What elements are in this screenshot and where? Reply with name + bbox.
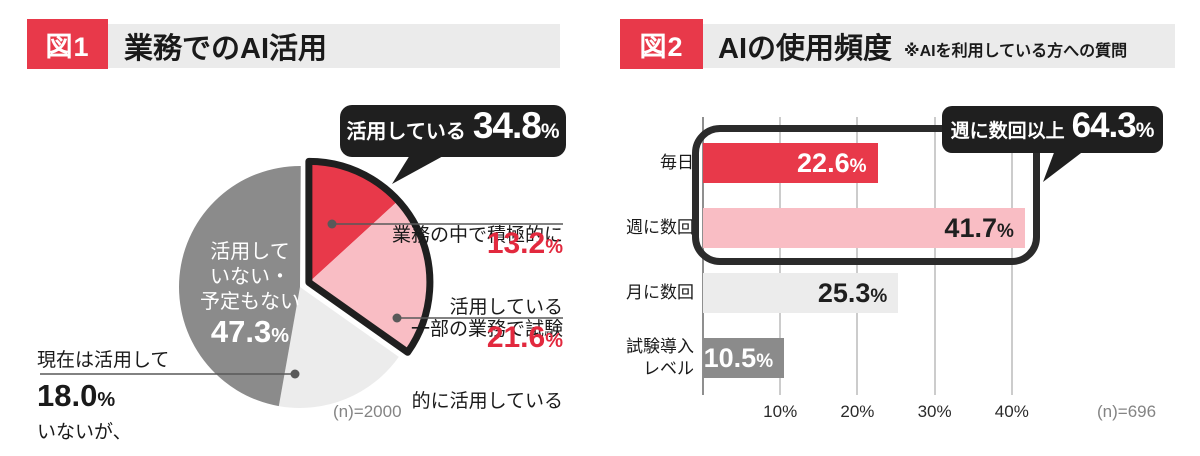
bar-value-毎日: 22.6% [797, 147, 867, 178]
figure1-pie-panel: 図1 業務でのAI活用 活用している 34.8 % [27, 19, 566, 456]
value-trial-use: 21.6% [486, 321, 563, 354]
tick-label-40%: 40% [994, 402, 1029, 421]
label-not-using: 活用して いない・ 予定もない [175, 240, 325, 315]
leader-lines [40, 223, 563, 375]
exploded-wedge-outline [305, 157, 434, 356]
figure2-title: AIの使用頻度 [718, 33, 893, 65]
leader-dot-trial [392, 313, 402, 323]
value-active-use: 13.2% [486, 227, 563, 260]
category-label-試験導入レベル: 試験導入 レベル [626, 337, 694, 378]
figure1-callout-bubble: 活用している 34.8 % [340, 105, 566, 157]
bubble-label: 週に数回以上 [950, 121, 1065, 142]
bar-value-月に数回: 25.3% [817, 277, 888, 308]
bar-週に数回: 41.7% [703, 208, 1025, 248]
bar-試験導入レベル: 10.5% [703, 338, 785, 378]
label-not-using-line2: いない・ [210, 266, 290, 288]
bar-月に数回: 25.3% [703, 273, 899, 313]
figure2-note: ※AIを利用している方への質問 [904, 43, 1128, 60]
label-trial-use: 一部の業務で試験 的に活用している [411, 270, 563, 456]
value-not-using: 47.3% [210, 314, 290, 349]
tick-label-10%: 10% [763, 402, 798, 421]
leader-dot-considering [290, 369, 300, 379]
category-label-週に数回: 週に数回 [626, 218, 694, 237]
pie-slice-0 [308, 161, 399, 283]
value-considering: 18.0% [37, 378, 116, 413]
figure2-bar-panel: 図2 AIの使用頻度 ※AIを利用している方への質問 22.6% 41.7% 25.… [600, 0, 1200, 456]
gridline-30% [933, 117, 936, 395]
bubble-tail-fig2 [1043, 150, 1085, 182]
bubble-unit: % [1135, 119, 1155, 142]
label-active-line2: 活用している [449, 297, 563, 318]
bar-毎日: 22.6% [703, 143, 878, 183]
gridline-20% [856, 117, 859, 395]
gridline-10% [779, 117, 782, 395]
bubble-tail-fig1 [392, 155, 445, 184]
leader-dots [290, 219, 402, 379]
bar-value-試験導入レベル: 10.5% [703, 342, 774, 373]
figure1-header-bar [27, 24, 560, 68]
figure1-badge: 図1 [27, 19, 108, 69]
figure2-header-bar [620, 24, 1175, 68]
label-considering-line2: いないが、 [37, 422, 132, 443]
label-trial-line2: 的に活用している [411, 391, 563, 412]
figure2-callout-bubble: 週に数回以上 64.3 % [942, 106, 1163, 153]
label-not-using-line3: 予定もない [200, 291, 300, 313]
figure2-badge: 図2 [620, 19, 703, 69]
tick-label-30%: 30% [917, 402, 952, 421]
category-label-月に数回: 月に数回 [626, 283, 694, 302]
weekly-plus-outline-box [692, 125, 1040, 265]
figure1-sample-size: (n)=2000 [333, 402, 402, 421]
category-label-毎日: 毎日 [660, 153, 694, 172]
bubble-value: 64.3 [1071, 106, 1137, 145]
figure1-title: 業務でのAI活用 [124, 33, 328, 65]
pie-slices [178, 157, 434, 408]
leader-dot-active [327, 219, 337, 229]
label-trial-line1: 一部の業務で試験 [410, 319, 563, 340]
label-not-using-line1: 活用して [210, 241, 290, 263]
gridline-40% [1010, 117, 1013, 395]
pie-chart [40, 157, 563, 408]
figure2-sample-size: (n)=696 [1097, 402, 1157, 421]
pie-slice-3 [178, 165, 301, 407]
bubble-label: 活用している [346, 121, 466, 143]
bubble-value: 34.8 [472, 105, 542, 146]
tick-label-20%: 20% [840, 402, 875, 421]
label-considering: 現在は活用して いないが、 今後検討している [37, 301, 188, 456]
label-active-line1: 業務の中で積極的に [391, 225, 563, 246]
pie-slice-2 [278, 287, 399, 408]
label-considering-line1: 現在は活用して [37, 350, 170, 371]
bar-value-週に数回: 41.7% [944, 212, 1014, 243]
label-active-use: 業務の中で積極的に 活用している [392, 176, 563, 368]
bubble-unit: % [540, 120, 560, 143]
